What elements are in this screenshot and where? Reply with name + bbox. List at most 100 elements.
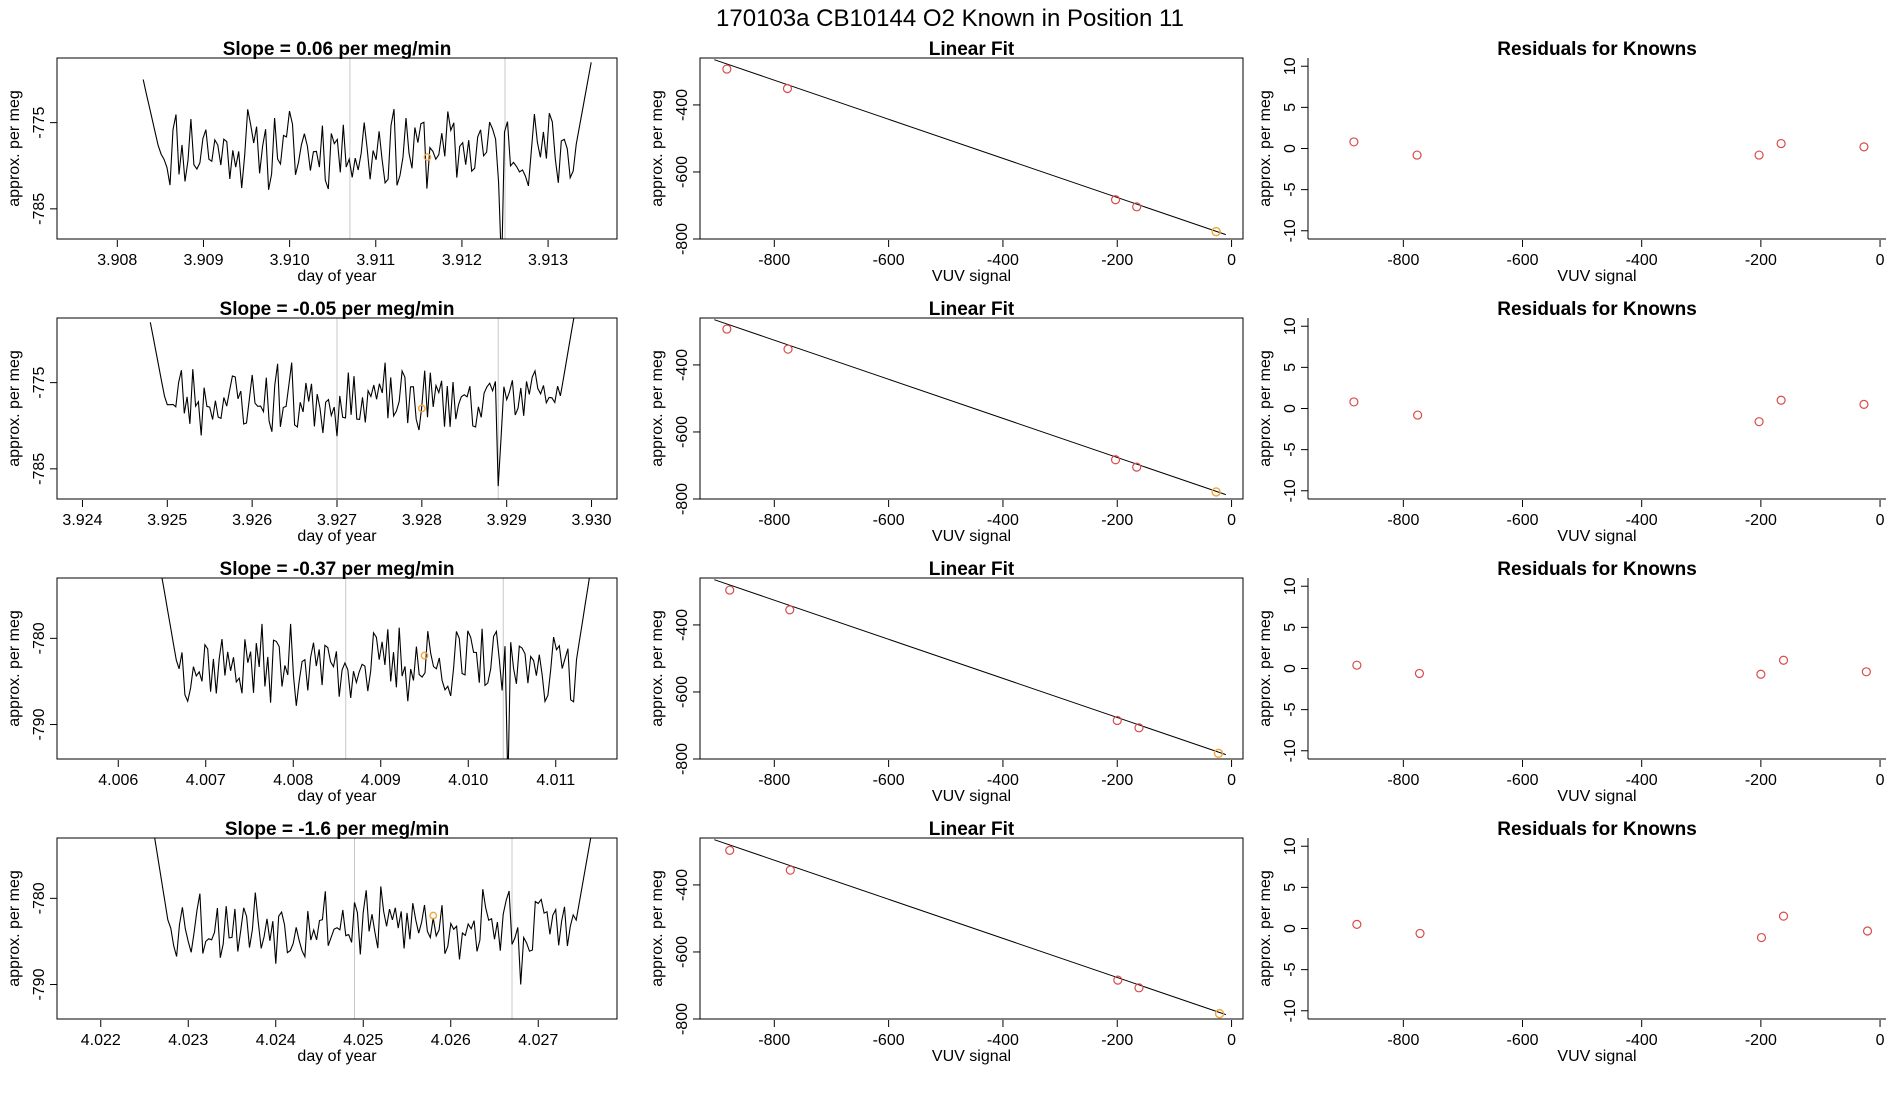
y-axis-label: approx. per meg — [6, 90, 23, 207]
plot-frame — [699, 317, 1244, 500]
signal-trace — [154, 838, 592, 985]
y-axis-label: approx. per meg — [6, 350, 23, 467]
y-tick-label: -600 — [674, 936, 691, 968]
x-tick-label: 0 — [1227, 772, 1236, 789]
y-axis-label: approx. per meg — [649, 350, 666, 467]
x-tick-label: 3.929 — [487, 512, 527, 529]
x-tick-label: -800 — [1387, 1032, 1419, 1049]
residual-point — [1754, 417, 1764, 427]
plot-area — [714, 579, 1227, 759]
x-tick-label: 4.022 — [81, 1032, 121, 1049]
y-tick-label: -790 — [31, 708, 48, 740]
sample-point — [1211, 487, 1221, 497]
known-point — [1134, 723, 1144, 733]
x-tick-label: 4.011 — [536, 772, 575, 789]
plot-frame — [56, 837, 618, 1020]
x-tick-label: 3.925 — [147, 512, 187, 529]
panel-time-series: Slope = -0.37 per meg/min 4.006 4.007 4.008… — [6, 559, 618, 805]
plot-area — [154, 838, 592, 1019]
y-tick-label: -600 — [674, 416, 691, 448]
known-point — [782, 83, 793, 94]
y-tick-label: -400 — [674, 89, 691, 121]
x-tick-label: -800 — [1387, 252, 1419, 269]
y-axis-label: approx. per meg — [649, 610, 666, 727]
x-tick-label: -600 — [873, 252, 905, 269]
x-tick-label: 4.007 — [186, 772, 226, 789]
sample-point — [429, 911, 438, 920]
y-tick-label: -10 — [1282, 479, 1299, 502]
plot-area — [714, 839, 1227, 1019]
x-tick-label: -200 — [1101, 1032, 1133, 1049]
x-tick-label: -400 — [987, 772, 1019, 789]
x-tick-label: -600 — [873, 1032, 905, 1049]
x-tick-label: -600 — [873, 512, 905, 529]
residual-point — [1859, 142, 1869, 152]
residual-point — [1776, 395, 1786, 405]
residual-point — [1776, 138, 1786, 149]
residual-point — [1859, 399, 1869, 409]
y-tick-label: -5 — [1282, 702, 1299, 716]
signal-trace — [142, 62, 592, 239]
y-tick-label: -800 — [674, 743, 691, 775]
y-tick-label: 10 — [1282, 837, 1299, 855]
x-tick-label: 4.009 — [361, 772, 401, 789]
x-tick-label: -400 — [1626, 772, 1658, 789]
x-tick-label: -600 — [873, 772, 905, 789]
known-point — [1110, 455, 1121, 465]
x-tick-label: -400 — [987, 252, 1019, 269]
sample-point — [1213, 748, 1224, 759]
y-tick-label: -400 — [674, 869, 691, 901]
x-tick-label: 4.025 — [343, 1032, 383, 1049]
y-tick-label: -780 — [31, 882, 48, 914]
x-axis-label: day of year — [297, 788, 377, 805]
x-tick-label: 3.924 — [62, 512, 102, 529]
panel-title: Residuals for Knowns — [1497, 559, 1697, 580]
x-axis-label: VUV signal — [932, 788, 1011, 805]
y-tick-label: -800 — [674, 1003, 691, 1035]
x-tick-label: -400 — [1626, 252, 1658, 269]
panel-title: Linear Fit — [929, 819, 1015, 840]
x-tick-label: 4.006 — [98, 772, 138, 789]
y-tick-label: -785 — [31, 453, 48, 485]
y-axis-label: approx. per meg — [649, 870, 666, 987]
plot-frame — [699, 57, 1244, 240]
plot-area — [161, 578, 590, 759]
x-tick-label: 0 — [1876, 252, 1885, 269]
x-tick-label: -200 — [1745, 252, 1777, 269]
x-tick-label: 3.913 — [528, 252, 568, 269]
signal-trace — [149, 318, 575, 487]
plot-area — [1349, 395, 1869, 427]
sample-point — [1211, 226, 1221, 237]
known-point — [1132, 202, 1142, 212]
panel-title: Linear Fit — [929, 299, 1015, 320]
residual-point — [1415, 928, 1425, 939]
x-tick-label: 0 — [1876, 512, 1885, 529]
panel-title: Residuals for Knowns — [1497, 39, 1697, 60]
residual-point — [1412, 150, 1422, 160]
x-axis-label: VUV signal — [1557, 268, 1636, 285]
x-tick-label: -600 — [1506, 252, 1538, 269]
x-tick-label: 3.908 — [97, 252, 137, 269]
y-axis-label: approx. per meg — [6, 870, 23, 987]
y-tick-label: -400 — [674, 609, 691, 641]
sample-point — [1214, 1008, 1225, 1019]
x-tick-label: 0 — [1876, 1032, 1885, 1049]
y-tick-label: -785 — [31, 193, 48, 225]
x-tick-label: 3.909 — [183, 252, 223, 269]
x-tick-label: 4.024 — [256, 1032, 296, 1049]
panel-linear-fit: Linear Fit -800 -600 -400 -200 0 -400 -600 -800 V… — [649, 299, 1244, 545]
x-tick-label: 3.930 — [572, 512, 612, 529]
y-tick-label: 0 — [1282, 924, 1299, 933]
plot-area — [714, 319, 1227, 497]
x-tick-label: 3.927 — [317, 512, 357, 529]
panel-title: Residuals for Knowns — [1497, 299, 1697, 320]
x-axis-label: VUV signal — [932, 268, 1011, 285]
y-tick-label: -5 — [1282, 442, 1299, 456]
x-tick-label: -200 — [1101, 772, 1133, 789]
panel-residuals: Residuals for Knowns -800 -600 -400 -200 0 10 5… — [1257, 819, 1886, 1065]
y-axis-label: approx. per meg — [1257, 90, 1274, 207]
x-tick-label: -800 — [1387, 512, 1419, 529]
y-tick-label: 0 — [1282, 664, 1299, 673]
plot-frame — [56, 57, 618, 240]
sample-point — [420, 651, 429, 660]
